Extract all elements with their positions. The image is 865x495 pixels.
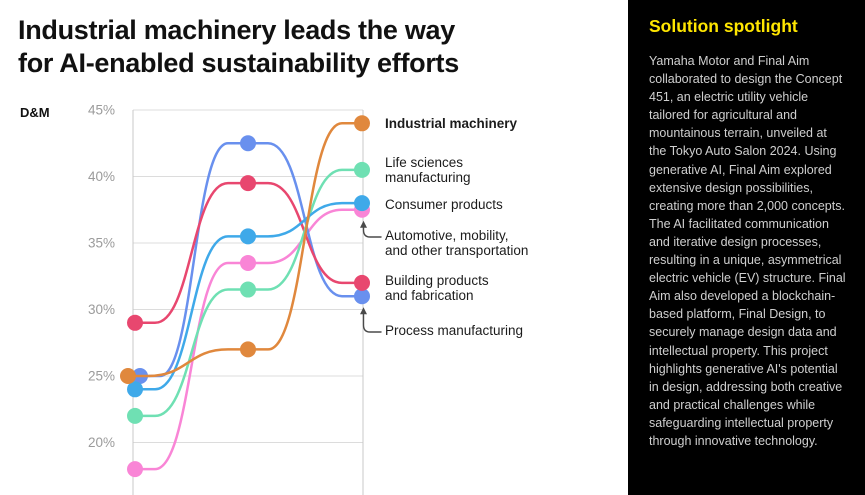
axis-unit-label: D&M	[20, 105, 50, 120]
data-point-life-sciences-manufacturing-2	[354, 161, 370, 178]
data-point-consumer-products-2	[354, 195, 370, 212]
series-line-consumer-products	[133, 201, 364, 391]
data-point-industrial-machinery-1	[240, 341, 256, 358]
annotation-arrow-process-manufacturing	[362, 311, 382, 333]
data-point-industrial-machinery-2	[354, 115, 370, 132]
data-point-consumer-products-0	[127, 381, 143, 398]
data-point-life-sciences-manufacturing-0	[127, 407, 143, 424]
data-point-process-manufacturing-2	[354, 288, 370, 305]
sidebar-body: Yamaha Motor and Final Aim collaborated …	[649, 54, 846, 448]
y-tick-label-30: 30%	[88, 302, 115, 317]
data-point-automotive-mobility-and-other-transportation-1	[240, 254, 256, 271]
slope-chart: 45% 40% 35% 30% 25% 20%	[88, 103, 382, 495]
annotation-arrowhead-process-manufacturing	[360, 307, 367, 315]
data-point-building-products-and-fabrication-1	[240, 175, 256, 192]
chart-panel: Industrial machinery leads the way for A…	[18, 15, 528, 495]
data-point-building-products-and-fabrication-0	[127, 314, 143, 331]
series-line-life-sciences-manufacturing	[133, 168, 364, 418]
data-point-life-sciences-manufacturing-1	[240, 281, 256, 298]
data-point-consumer-products-1	[240, 228, 256, 245]
annotation-arrow-automotive-mobility-and-other-transportation	[362, 225, 382, 238]
series-line-automotive-mobility-and-other-transportation	[133, 208, 364, 471]
data-point-process-manufacturing-1	[240, 135, 256, 152]
annotation-arrowhead-automotive-mobility-and-other-transportation	[360, 220, 367, 228]
chart-title: Industrial machinery leads the way for A…	[18, 15, 459, 78]
data-point-industrial-machinery-0	[120, 368, 136, 384]
y-tick-label-20: 20%	[88, 435, 115, 450]
y-tick-label-25: 25%	[88, 369, 115, 384]
data-point-automotive-mobility-and-other-transportation-0	[127, 461, 143, 478]
y-tick-label-45: 45%	[88, 103, 115, 118]
solution-spotlight-panel: Solution spotlight Yamaha Motor and Fina…	[628, 0, 865, 495]
y-tick-label-35: 35%	[88, 236, 115, 251]
data-point-building-products-and-fabrication-2	[354, 274, 370, 291]
series-line-building-products-and-fabrication	[133, 181, 364, 325]
y-tick-label-40: 40%	[88, 169, 115, 184]
series-line-industrial-machinery	[126, 122, 364, 378]
sidebar-title: Solution spotlight	[649, 16, 798, 36]
